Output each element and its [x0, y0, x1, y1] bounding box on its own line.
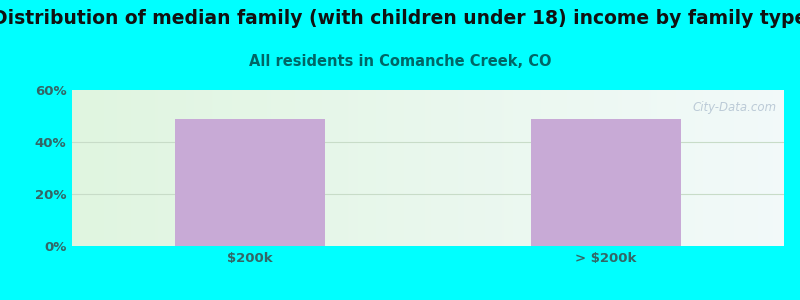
- Text: All residents in Comanche Creek, CO: All residents in Comanche Creek, CO: [249, 54, 551, 69]
- Text: Distribution of median family (with children under 18) income by family type: Distribution of median family (with chil…: [0, 9, 800, 28]
- Bar: [531, 118, 681, 246]
- Text: City-Data.com: City-Data.com: [693, 101, 777, 114]
- Bar: [175, 118, 325, 246]
